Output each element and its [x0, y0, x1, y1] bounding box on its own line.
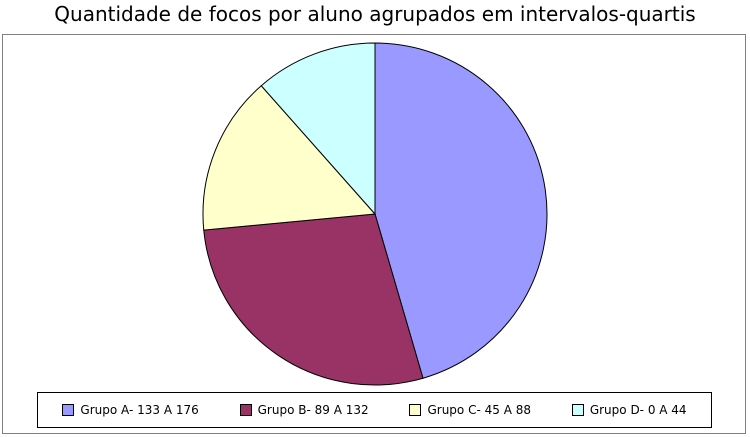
legend-item-grupo-d: Grupo D- 0 A 44 [571, 403, 687, 417]
pie-slice-grupo-b [203, 213, 424, 386]
legend-swatch-grupo-d [571, 404, 584, 416]
pie-slices [202, 42, 548, 386]
legend-swatch-grupo-c [409, 404, 422, 416]
legend-item-grupo-a: Grupo A- 133 A 176 [62, 403, 199, 417]
legend: Grupo A- 133 A 176 Grupo B- 89 A 132 Gru… [37, 392, 712, 428]
pie-slice-grupo-c [202, 85, 377, 231]
legend-item-grupo-b: Grupo B- 89 A 132 [239, 403, 369, 417]
legend-label-grupo-c: Grupo C- 45 A 88 [427, 403, 531, 417]
chart-title: Quantidade de focos por aluno agrupados … [54, 2, 696, 26]
legend-swatch-grupo-b [239, 404, 252, 416]
legend-label-grupo-d: Grupo D- 0 A 44 [589, 403, 687, 417]
legend-label-grupo-b: Grupo B- 89 A 132 [257, 403, 369, 417]
pie-slice-grupo-d [260, 42, 376, 216]
legend-label-grupo-a: Grupo A- 133 A 176 [80, 403, 199, 417]
pie-slice-grupo-a [374, 42, 548, 379]
legend-item-grupo-c: Grupo C- 45 A 88 [409, 403, 531, 417]
legend-swatch-grupo-a [62, 404, 75, 416]
